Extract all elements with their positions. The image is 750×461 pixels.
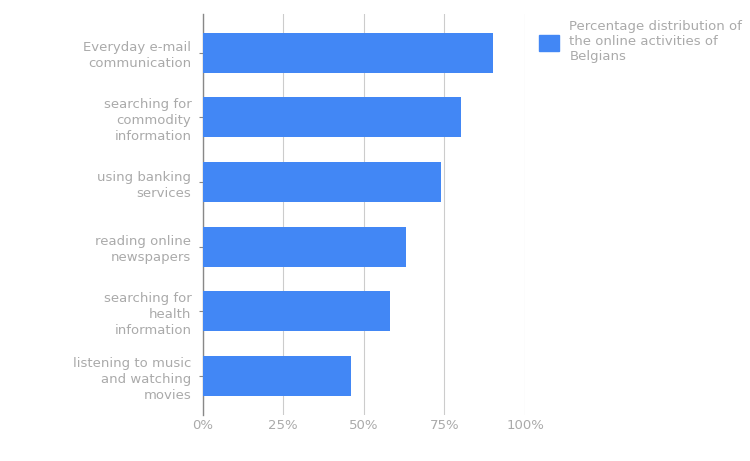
Bar: [202, 162, 441, 202]
Legend: Percentage distribution of
the online activities of
Belgians: Percentage distribution of the online ac…: [539, 20, 742, 64]
Bar: [202, 356, 351, 396]
Bar: [202, 291, 389, 331]
Bar: [202, 97, 460, 137]
Bar: [202, 227, 406, 267]
Bar: [202, 33, 493, 73]
